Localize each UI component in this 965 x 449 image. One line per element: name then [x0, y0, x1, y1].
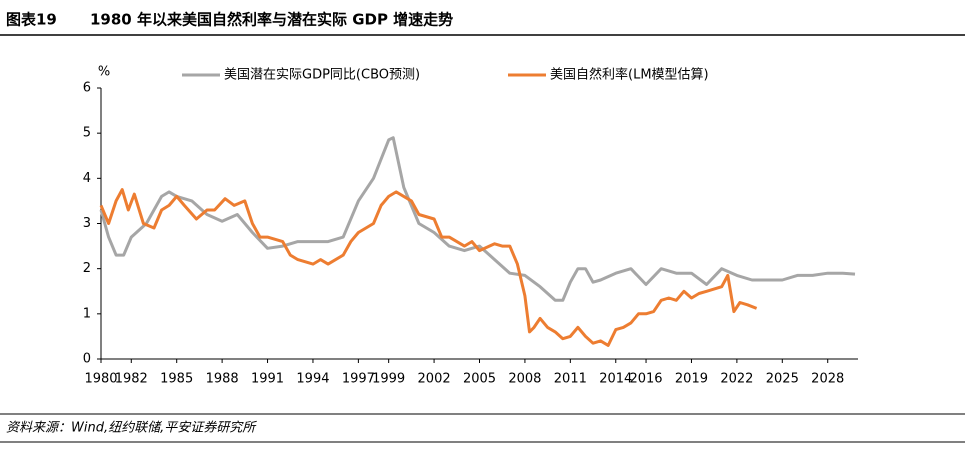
x-tick-label: 2002	[418, 372, 451, 387]
x-tick-label: 1991	[251, 372, 284, 387]
x-tick-label: 1988	[206, 372, 239, 387]
y-tick-label: 0	[83, 352, 91, 367]
legend-label: 美国潜在实际GDP同比(CBO预测)	[224, 68, 420, 83]
x-tick-label: 2019	[675, 372, 708, 387]
x-tick-label: 2016	[629, 372, 662, 387]
chart-title: 1980 年以来美国自然利率与潜在实际 GDP 增速走势	[90, 11, 453, 29]
x-tick-label: 2028	[811, 372, 844, 387]
x-tick-label: 1999	[372, 372, 405, 387]
y-tick-label: 2	[83, 261, 91, 276]
x-tick-label: 1980	[84, 372, 117, 387]
figure-label: 图表19	[6, 11, 57, 29]
x-tick-label: 1985	[160, 372, 193, 387]
y-tick-label: 3	[83, 216, 91, 231]
x-tick-label: 2022	[720, 372, 753, 387]
y-tick-label: 1	[83, 306, 91, 321]
y-axis-label: %	[98, 65, 110, 80]
x-tick-label: 1982	[115, 372, 148, 387]
y-tick-label: 5	[83, 126, 91, 141]
x-tick-label: 2014	[599, 372, 632, 387]
series-line	[99, 136, 856, 302]
x-tick-label: 2008	[508, 372, 541, 387]
y-tick-label: 6	[83, 81, 91, 96]
source: 资料来源：Wind,纽约联储,平安证券研究所	[6, 420, 257, 436]
x-tick-label: 2005	[463, 372, 496, 387]
legend-label: 美国自然利率(LM模型估算)	[550, 67, 709, 83]
x-tick-label: 2011	[554, 372, 587, 387]
x-tick-label: 1994	[296, 372, 329, 387]
x-tick-label: 1997	[342, 372, 375, 387]
y-tick-label: 4	[83, 171, 91, 186]
series-line	[99, 188, 758, 347]
x-tick-label: 2025	[766, 372, 799, 387]
